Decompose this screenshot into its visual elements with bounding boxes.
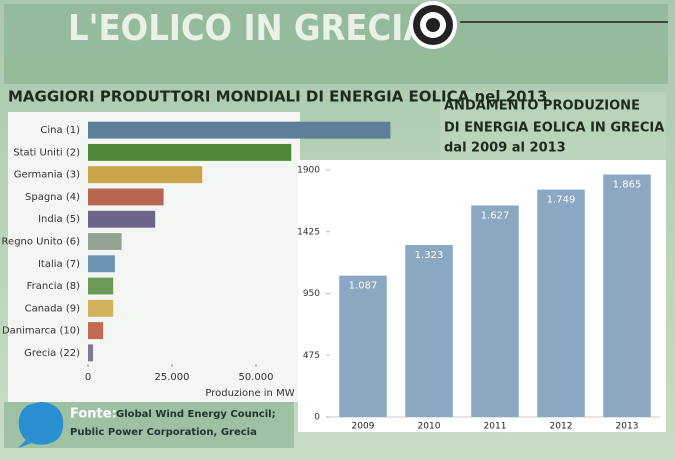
- axis-label: Produzione in MW: [205, 388, 294, 399]
- y-tick-label: 1900: [297, 166, 320, 176]
- y-tick-label: Germania (3): [14, 170, 80, 181]
- x-tick-label: 2012: [550, 422, 573, 432]
- y-tick-label: Spagna (4): [25, 192, 80, 203]
- y-tick-label: 950: [303, 289, 320, 299]
- x-tick-label: 2013: [616, 422, 639, 432]
- y-tick-label: 475: [303, 351, 320, 361]
- x-tick-label: 2011: [484, 422, 507, 432]
- x-tick-label: 2010: [418, 422, 441, 432]
- header-title: L'EOLICO IN GRECIA: [68, 8, 428, 49]
- speech-icon: [18, 402, 64, 448]
- y-tick-label: Francia (8): [27, 281, 80, 292]
- y-tick-label: Danimarca (10): [2, 326, 80, 337]
- value-label: 1.323: [415, 250, 444, 261]
- x-tick-label: 25.000: [155, 372, 190, 383]
- chart-greece: ANDAMENTO PRODUZIONE DI ENERGIA EOLICA I…: [297, 99, 664, 432]
- bar: [88, 299, 114, 317]
- x-tick-label: 2009: [352, 422, 375, 432]
- chart-title: MAGGIORI PRODUTTORI MONDIALI DI ENERGIA …: [8, 88, 547, 106]
- y-tick-label: Regno Unito (6): [2, 237, 81, 248]
- y-tick-label: Grecia (22): [24, 348, 80, 359]
- bar: [537, 189, 585, 417]
- bar: [339, 275, 387, 417]
- bar: [88, 277, 114, 295]
- bar: [88, 322, 104, 340]
- chart-title: dal 2009 al 2013: [444, 141, 566, 156]
- x-tick-label: 50.000: [239, 372, 274, 383]
- bar: [88, 344, 94, 362]
- bar: [88, 233, 122, 250]
- bar: [603, 174, 651, 417]
- source-text: Public Power Corporation, Grecia: [70, 427, 257, 438]
- y-tick-label: India (5): [38, 214, 80, 225]
- bar: [88, 166, 203, 184]
- x-tick-label: 0: [85, 372, 91, 383]
- value-label: 1.865: [613, 180, 642, 191]
- header-band: [4, 4, 668, 84]
- chart-producers: MAGGIORI PRODUTTORI MONDIALI DI ENERGIA …: [2, 88, 548, 400]
- bar: [405, 245, 453, 417]
- bar: [88, 143, 292, 161]
- y-tick-label: Stati Uniti (2): [13, 147, 80, 158]
- bar: [471, 205, 519, 417]
- value-label: 1.087: [349, 281, 378, 292]
- y-tick-label: Italia (7): [38, 259, 80, 270]
- panel: [440, 92, 666, 160]
- value-label: 1.627: [481, 210, 510, 221]
- value-label: 1.749: [547, 195, 576, 206]
- chart-title: ANDAMENTO PRODUZIONE: [444, 99, 640, 114]
- bar: [88, 188, 164, 206]
- y-tick-label: 0: [314, 413, 320, 423]
- bar: [88, 255, 115, 273]
- y-tick-label: Canada (9): [25, 303, 80, 314]
- target-icon: [426, 18, 440, 32]
- source-text: Global Wind Energy Council;: [116, 409, 276, 420]
- bar: [88, 210, 156, 228]
- chart-title: DI ENERGIA EOLICA IN GRECIA: [444, 121, 664, 136]
- y-tick-label: 1425: [297, 227, 320, 237]
- y-tick-label: Cina (1): [40, 125, 80, 136]
- source-label: Fonte:: [70, 407, 117, 422]
- bar: [88, 121, 391, 139]
